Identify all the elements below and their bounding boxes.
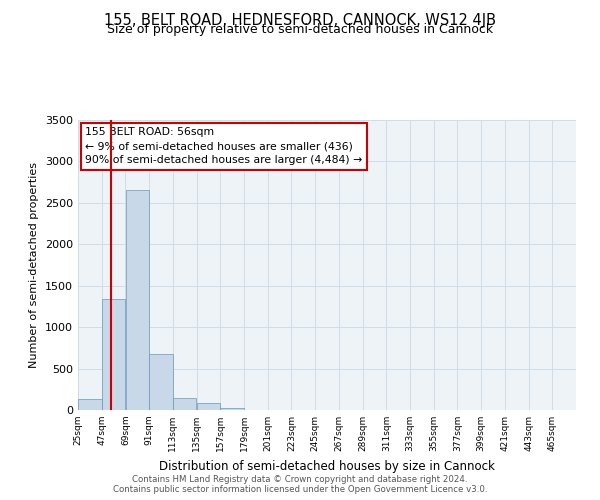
Bar bbox=[220, 408, 244, 410]
X-axis label: Distribution of semi-detached houses by size in Cannock: Distribution of semi-detached houses by … bbox=[159, 460, 495, 472]
Bar bbox=[197, 403, 220, 410]
Bar bbox=[149, 354, 173, 410]
Text: Contains HM Land Registry data © Crown copyright and database right 2024.: Contains HM Land Registry data © Crown c… bbox=[132, 475, 468, 484]
Bar bbox=[125, 190, 149, 410]
Text: 155 BELT ROAD: 56sqm
← 9% of semi-detached houses are smaller (436)
90% of semi-: 155 BELT ROAD: 56sqm ← 9% of semi-detach… bbox=[85, 127, 363, 165]
Bar bbox=[78, 399, 101, 410]
Bar bbox=[102, 299, 125, 410]
Text: 155, BELT ROAD, HEDNESFORD, CANNOCK, WS12 4JB: 155, BELT ROAD, HEDNESFORD, CANNOCK, WS1… bbox=[104, 12, 496, 28]
Y-axis label: Number of semi-detached properties: Number of semi-detached properties bbox=[29, 162, 40, 368]
Bar bbox=[173, 398, 196, 410]
Text: Contains public sector information licensed under the Open Government Licence v3: Contains public sector information licen… bbox=[113, 485, 487, 494]
Text: Size of property relative to semi-detached houses in Cannock: Size of property relative to semi-detach… bbox=[107, 22, 493, 36]
